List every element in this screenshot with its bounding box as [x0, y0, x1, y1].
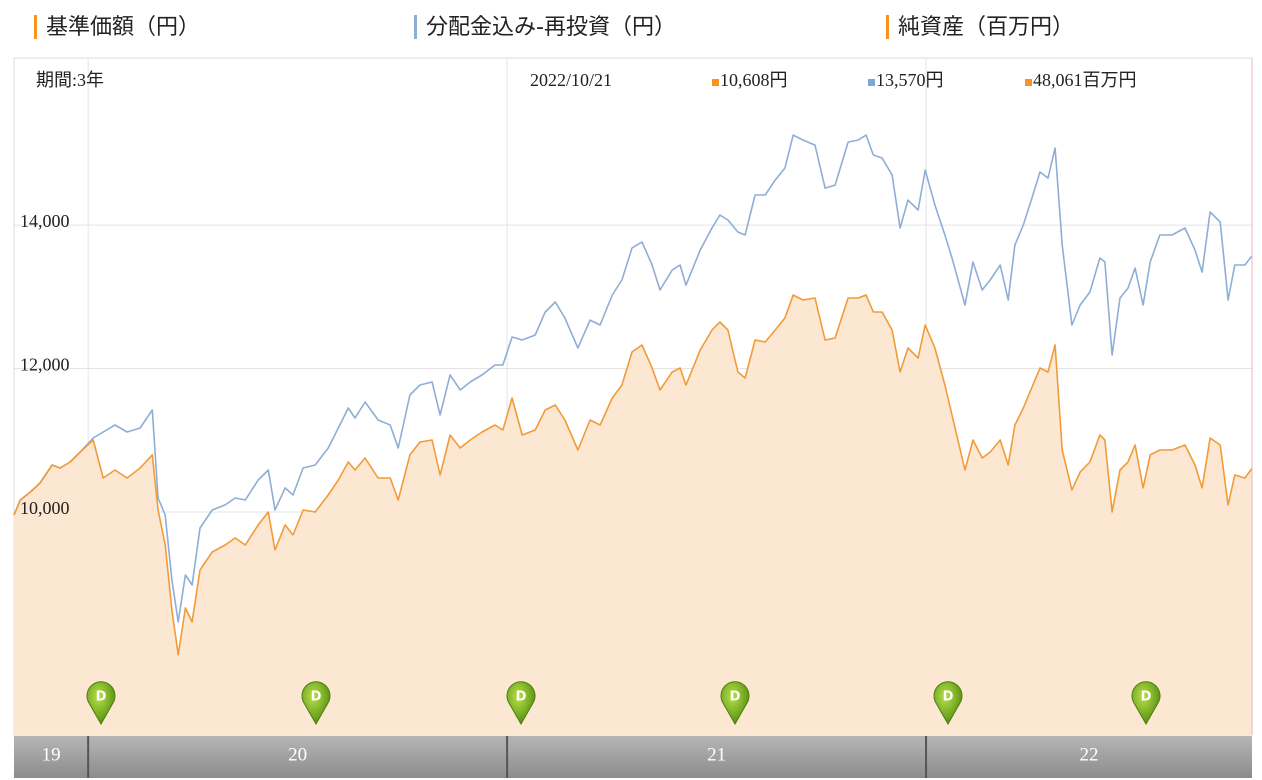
dividend-marker: D — [86, 681, 116, 726]
marker-pin — [720, 681, 750, 726]
dividend-marker: D — [720, 681, 750, 726]
marker-pin — [506, 681, 536, 726]
dividend-marker: D — [933, 681, 963, 726]
x-axis-band — [14, 736, 1252, 778]
marker-pin — [301, 681, 331, 726]
readout-value: 10,608円 — [720, 70, 788, 90]
marker-label: D — [516, 690, 527, 705]
marker-label: D — [943, 690, 954, 705]
x-tick-label: 19 — [42, 744, 61, 765]
legend-label: 基準価額（円） — [46, 15, 200, 40]
marker-pin — [86, 681, 116, 726]
readout-value: 48,061百万円 — [1033, 70, 1137, 90]
x-tick-label: 20 — [288, 744, 307, 765]
legend-swatch — [34, 15, 37, 39]
legend-label: 純資産（百万円） — [898, 15, 1074, 40]
marker-label: D — [1141, 690, 1152, 705]
y-tick-label: 12,000 — [20, 355, 70, 375]
marker-label: D — [730, 690, 741, 705]
marker-pin — [1131, 681, 1161, 726]
data-layer — [13, 134, 1253, 735]
series-line — [13, 294, 1253, 656]
readout-date: 2022/10/21 — [530, 70, 612, 90]
annotation-layer: 10,000 12,000 14,000 19 20 21 22 10,608円 13,570円… — [14, 70, 1252, 778]
x-tick-label: 22 — [1080, 744, 1099, 765]
legend-swatch — [414, 15, 417, 39]
readout-swatch — [712, 79, 719, 86]
marker-label: D — [311, 690, 322, 705]
marker-label: D — [96, 690, 107, 705]
marker-pin — [933, 681, 963, 726]
dividend-marker: D — [301, 681, 331, 726]
area — [14, 295, 1252, 735]
dividend-marker: D — [506, 681, 536, 726]
series-line — [13, 134, 1253, 623]
legend-swatch — [886, 15, 889, 39]
y-tick-label: 10,000 — [20, 498, 70, 518]
legend-label: 分配金込み-再投資（円） — [426, 15, 676, 40]
readout-swatch — [868, 79, 875, 86]
x-tick-label: 21 — [707, 744, 726, 765]
readout-value: 13,570円 — [876, 70, 944, 90]
period-label: 期間:3年 — [36, 70, 104, 90]
y-tick-label: 14,000 — [20, 211, 70, 231]
dividend-marker: D — [1131, 681, 1161, 726]
readout-swatch — [1025, 79, 1032, 86]
